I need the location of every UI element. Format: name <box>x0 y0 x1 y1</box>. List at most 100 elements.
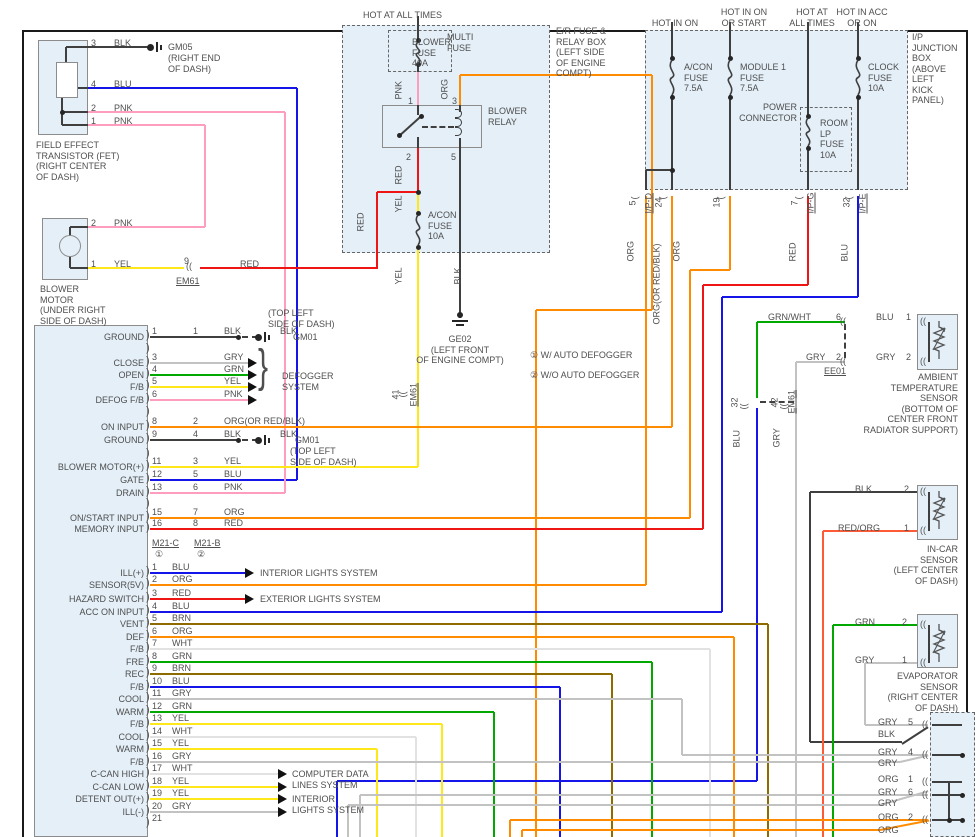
wire-wht <box>150 648 710 650</box>
label: } <box>258 341 269 393</box>
ip-box-caption: I/P JUNCTION BOX (ABOVE LEFT KICK PANEL) <box>912 32 958 105</box>
blower-relay-box <box>382 105 482 148</box>
pin-number: 15 <box>152 507 163 517</box>
wire-gry <box>795 408 797 837</box>
pin-label: COOL <box>118 732 144 742</box>
label: 2 <box>904 484 910 494</box>
pin-bracket: ) <box>146 392 150 404</box>
wire-blk <box>65 47 67 62</box>
wire-red <box>377 191 418 193</box>
junction-dot <box>415 189 421 195</box>
label: (( <box>920 316 926 326</box>
wire-pnk <box>88 226 205 228</box>
wire-org <box>690 269 730 271</box>
exterior-lights-system-label: EXTERIOR LIGHTS SYSTEM <box>260 594 381 604</box>
wire-blu <box>296 88 298 480</box>
pin-label: CLOSE <box>113 358 144 368</box>
wire-grn <box>832 625 834 837</box>
wire-brn <box>611 674 613 837</box>
wire-grn <box>756 322 758 398</box>
junction-dot <box>59 109 65 115</box>
blower-motor-caption: BLOWER MOTOR (UNDER RIGHT SIDE OF DASH) <box>40 284 107 326</box>
interior-lights-system-label: INTERIOR LIGHTS SYSTEM <box>260 568 378 578</box>
label: (( <box>922 719 928 729</box>
wire-org <box>645 196 647 585</box>
wire-org <box>521 830 523 837</box>
wire-gry <box>865 724 928 726</box>
wire-color-label: WHT <box>172 726 193 736</box>
wire-blk <box>671 95 673 190</box>
pin-bracket: ) <box>146 691 150 703</box>
system-arrow-icon <box>245 568 254 578</box>
label: EE01 <box>824 366 847 376</box>
wire-color-label: YEL <box>172 776 190 786</box>
pin-label: FRE <box>126 657 144 667</box>
label: 6 <box>836 312 842 322</box>
wire-pnk <box>417 72 419 105</box>
pin-number: 19 <box>152 788 163 798</box>
wire-blk <box>809 492 811 742</box>
wire-color-label: ORG <box>172 574 193 584</box>
relay-coil-icon <box>455 118 462 127</box>
wire-red <box>417 148 419 192</box>
wire-org <box>733 637 735 837</box>
wire-yel <box>150 786 278 788</box>
label: HOT AT ALL TIMES <box>789 7 835 28</box>
wire-blk <box>242 439 258 441</box>
pin-number: 1 <box>193 326 199 336</box>
pin-label: OPEN <box>118 370 144 380</box>
label: HOT IN ACC OR ON <box>836 7 888 28</box>
wire-blu <box>150 611 722 613</box>
label: RED <box>240 259 260 269</box>
pin-number: 2 <box>152 574 158 584</box>
wire-color-label: PNK <box>224 482 243 492</box>
wire-blk <box>150 336 238 338</box>
wire-red <box>200 267 377 269</box>
system-arrow-icon <box>248 370 257 380</box>
wire-blu <box>150 686 560 688</box>
wire-color-label: BLU <box>224 469 242 479</box>
wire-color-label: BRN <box>172 663 192 673</box>
wire-color-label: GRN <box>224 364 244 374</box>
junction-dot <box>805 113 811 119</box>
wire-blk <box>78 87 88 89</box>
wire-color-label: WHT <box>172 638 193 648</box>
label: (( <box>920 619 926 629</box>
wire-gry <box>150 362 248 364</box>
thermistor-icon <box>931 623 947 668</box>
label: BLU <box>839 243 850 262</box>
gm01-label-1: GM01 <box>293 332 318 342</box>
wire-yel <box>441 724 443 837</box>
pin-number: 6 <box>152 626 158 636</box>
wire-blk <box>417 105 419 115</box>
pin-number: 11 <box>152 456 162 466</box>
pin-bracket: ) <box>146 729 150 741</box>
wire-gry <box>150 698 682 700</box>
pin-number: 21 <box>152 813 163 823</box>
wire-org <box>536 309 652 311</box>
pin-number: 17 <box>152 763 163 773</box>
pin-number: 18 <box>152 776 163 786</box>
pin-bracket: ) <box>146 679 150 691</box>
wire-blk <box>417 64 419 72</box>
pin-number: 13 <box>152 713 163 723</box>
label: YEL <box>393 267 404 285</box>
pin-number: 6 <box>152 389 158 399</box>
pin-number: 13 <box>152 482 163 492</box>
label: ROOM LP FUSE 10A <box>820 118 848 160</box>
pin-number: 4 <box>152 601 158 611</box>
wire-yel <box>150 386 248 388</box>
label: GRN/WHT <box>768 312 811 322</box>
pin-bracket: ) <box>146 766 150 778</box>
pin-label: WARM <box>115 744 144 754</box>
wire-grn <box>150 711 494 713</box>
wire-gry <box>359 795 361 837</box>
label: 2 <box>406 152 412 162</box>
pin-number: 11 <box>152 688 162 698</box>
pin-bracket: ) <box>146 329 150 341</box>
pin-bracket: ) <box>146 591 150 603</box>
fuse-icon <box>724 59 736 100</box>
ground-icon <box>268 437 270 443</box>
system-arrow-icon <box>248 382 257 392</box>
pin-number: 16 <box>152 518 163 528</box>
